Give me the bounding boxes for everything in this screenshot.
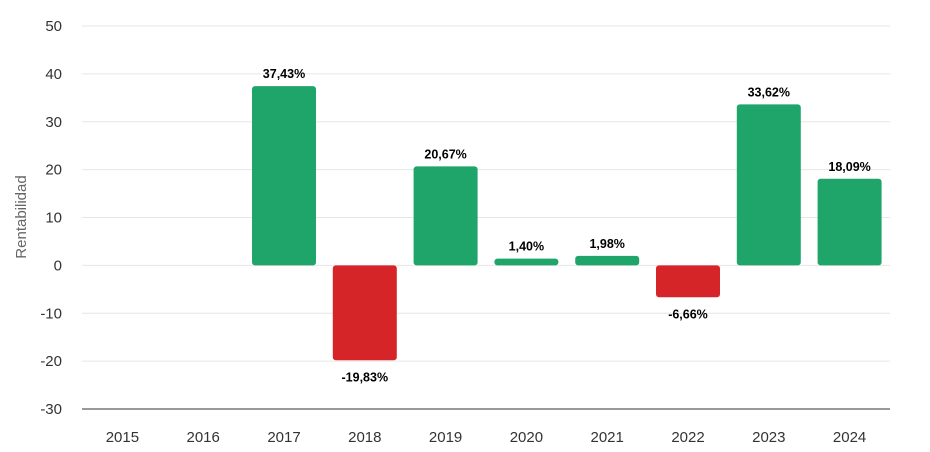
bar-2019[interactable] (413, 166, 478, 266)
y-tick-label: 50 (45, 18, 62, 35)
data-label-2023: 33,62% (748, 85, 790, 99)
x-axis-ticks: 2015 2016 2017 2018 2019 2020 2021 2022 2023 2024 (106, 429, 867, 446)
data-label-2024: 18,09% (828, 160, 870, 174)
y-tick-label: -10 (40, 305, 62, 322)
y-tick-label: -20 (40, 353, 62, 370)
y-tick-label: 40 (45, 66, 62, 83)
bars (252, 86, 882, 361)
data-label-2019: 20,67% (424, 147, 466, 161)
x-tick-label: 2024 (833, 429, 866, 446)
bar-2023[interactable] (736, 104, 801, 266)
data-label-2018: -19,83% (342, 370, 389, 384)
y-tick-label: 10 (45, 210, 62, 227)
data-label-2022: -6,66% (668, 307, 708, 321)
bar-2017[interactable] (252, 86, 316, 266)
x-tick-label: 2015 (106, 429, 139, 446)
gridlines (82, 25, 890, 362)
data-labels: 37,43% -19,83% 20,67% 1,40% 1,98% -6,66% 33,62… (263, 67, 871, 384)
x-tick-label: 2022 (671, 429, 704, 446)
data-label-2020: 1,40% (509, 240, 544, 254)
data-label-2017: 37,43% (263, 67, 305, 81)
bar-2020[interactable] (494, 258, 559, 266)
x-tick-label: 2018 (348, 429, 381, 446)
x-tick-label: 2019 (429, 429, 462, 446)
y-tick-label: 30 (45, 114, 62, 131)
y-axis-title: Rentabilidad (13, 175, 30, 258)
x-tick-label: 2017 (267, 429, 300, 446)
y-tick-label: -30 (40, 401, 62, 418)
y-tick-label: 0 (54, 257, 62, 274)
y-tick-label: 20 (45, 162, 62, 179)
data-label-2021: 1,98% (589, 237, 624, 251)
bar-2018[interactable] (332, 265, 397, 361)
y-axis-ticks: 50 40 30 20 10 0 -10 -20 -30 (40, 18, 62, 418)
bar-2024[interactable] (817, 178, 882, 266)
bar-2021[interactable] (575, 255, 640, 266)
x-tick-label: 2020 (510, 429, 543, 446)
bar-2022[interactable] (656, 265, 720, 298)
x-tick-label: 2016 (187, 429, 220, 446)
x-tick-label: 2023 (752, 429, 785, 446)
x-tick-label: 2021 (591, 429, 624, 446)
